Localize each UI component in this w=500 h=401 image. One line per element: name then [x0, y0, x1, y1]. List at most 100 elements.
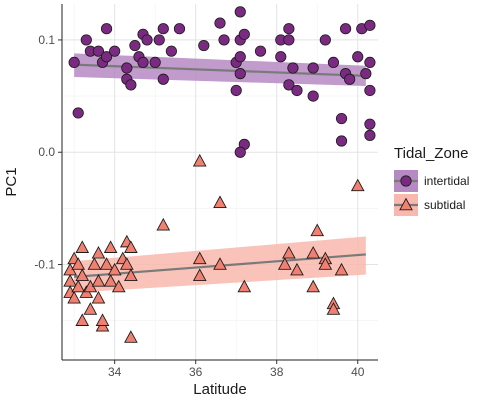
- data-point-subtidal: [75, 268, 90, 282]
- x-tick-label: 34: [108, 365, 122, 379]
- data-point-intertidal: [218, 34, 230, 46]
- data-point-intertidal: [352, 51, 364, 63]
- data-point-subtidal: [87, 257, 102, 270]
- data-point-subtidal: [213, 257, 227, 270]
- data-point-intertidal: [141, 34, 153, 46]
- data-point-intertidal: [364, 56, 376, 68]
- data-point-subtidal: [306, 279, 321, 293]
- data-point-subtidal: [91, 274, 106, 287]
- data-point-intertidal: [109, 45, 121, 57]
- data-point-subtidal: [119, 257, 134, 270]
- data-point-subtidal: [237, 279, 252, 293]
- data-point-intertidal: [165, 45, 177, 57]
- y-tick-label: 0.0: [38, 145, 55, 159]
- data-point-intertidal: [339, 23, 352, 35]
- data-point-subtidal: [277, 257, 292, 270]
- data-point-intertidal: [129, 39, 141, 52]
- data-point-subtidal: [290, 262, 304, 276]
- legend-key-marker-subtidal: [399, 197, 413, 211]
- data-point-intertidal: [307, 62, 319, 74]
- y-axis-label: PC1: [3, 167, 20, 196]
- data-point-intertidal: [173, 23, 186, 35]
- data-point-subtidal: [124, 268, 138, 282]
- data-point-intertidal: [157, 23, 169, 35]
- data-point-subtidal: [306, 245, 321, 259]
- data-point-intertidal: [234, 6, 246, 18]
- legend: Tidal_Zone intertidal subtidal: [394, 145, 469, 216]
- data-point-intertidal: [92, 45, 105, 57]
- legend-label-intertidal: intertidal: [424, 174, 469, 188]
- data-point-intertidal: [198, 39, 210, 52]
- data-point-intertidal: [364, 19, 376, 31]
- data-point-intertidal: [157, 73, 169, 85]
- data-point-subtidal: [310, 223, 325, 237]
- data-point-intertidal: [360, 68, 372, 80]
- legend-title: Tidal_Zone: [394, 145, 469, 162]
- y-tick-label: -0.1: [34, 258, 55, 272]
- x-tick-label: 38: [270, 365, 284, 379]
- legend-key-marker-intertidal: [400, 175, 412, 187]
- data-point-intertidal: [72, 107, 84, 119]
- x-tick-label: 40: [351, 365, 365, 379]
- data-point-intertidal: [68, 56, 80, 68]
- data-point-subtidal: [213, 195, 227, 209]
- data-point-intertidal: [230, 84, 242, 97]
- data-point-intertidal: [319, 34, 331, 46]
- plot-panel: [62, 4, 378, 360]
- data-point-subtidal: [111, 279, 126, 293]
- data-point-subtidal: [67, 290, 81, 304]
- data-point-intertidal: [234, 51, 246, 63]
- data-point-intertidal: [275, 51, 287, 63]
- data-point-intertidal: [291, 84, 303, 97]
- data-point-subtidal: [107, 262, 122, 276]
- data-point-intertidal: [137, 56, 149, 68]
- data-point-subtidal: [192, 153, 207, 167]
- data-point-intertidal: [283, 34, 295, 46]
- data-point-intertidal: [153, 34, 165, 46]
- data-point-intertidal: [283, 23, 295, 35]
- data-point-subtidal: [326, 302, 341, 315]
- data-point-subtidal: [71, 279, 86, 293]
- data-point-intertidal: [364, 129, 376, 141]
- data-point-subtidal: [318, 257, 333, 270]
- data-point-subtidal: [103, 274, 118, 287]
- data-point-subtidal: [334, 262, 349, 276]
- y-tick-label: 0.1: [38, 33, 55, 47]
- data-point-subtidal: [103, 240, 118, 253]
- data-point-intertidal: [100, 51, 113, 63]
- data-point-intertidal: [234, 68, 246, 80]
- x-axis-label: Latitude: [193, 381, 246, 398]
- data-point-intertidal: [80, 34, 92, 46]
- data-point-subtidal: [95, 313, 110, 326]
- data-point-subtidal: [91, 290, 106, 304]
- data-point-intertidal: [287, 62, 299, 74]
- data-point-intertidal: [121, 62, 133, 74]
- data-point-subtidal: [83, 302, 98, 315]
- axes: 34 36 38 40 -0.1 0.0 0.1 Latitude PC1: [3, 4, 378, 398]
- data-point-intertidal: [364, 118, 376, 130]
- data-point-subtidal: [99, 257, 114, 270]
- data-point-intertidal: [238, 28, 250, 40]
- data-point-intertidal: [234, 146, 246, 158]
- data-point-subtidal: [192, 251, 207, 265]
- legend-label-subtidal: subtidal: [424, 198, 465, 212]
- data-point-intertidal: [335, 112, 348, 125]
- data-point-subtidal: [71, 257, 86, 270]
- data-point-subtidal: [124, 240, 138, 253]
- data-point-intertidal: [100, 23, 113, 35]
- data-point-intertidal: [283, 79, 295, 91]
- data-point-subtidal: [156, 217, 171, 231]
- data-point-intertidal: [327, 56, 340, 68]
- data-point-subtidal: [350, 178, 365, 192]
- data-point-intertidal: [254, 45, 267, 57]
- data-point-subtidal: [192, 268, 207, 282]
- data-point-subtidal: [282, 245, 296, 259]
- data-point-intertidal: [344, 73, 356, 85]
- data-point-subtidal: [75, 313, 90, 326]
- data-point-subtidal: [91, 245, 106, 259]
- data-point-intertidal: [125, 79, 137, 91]
- data-point-subtidal: [75, 240, 90, 253]
- data-point-intertidal: [307, 90, 319, 102]
